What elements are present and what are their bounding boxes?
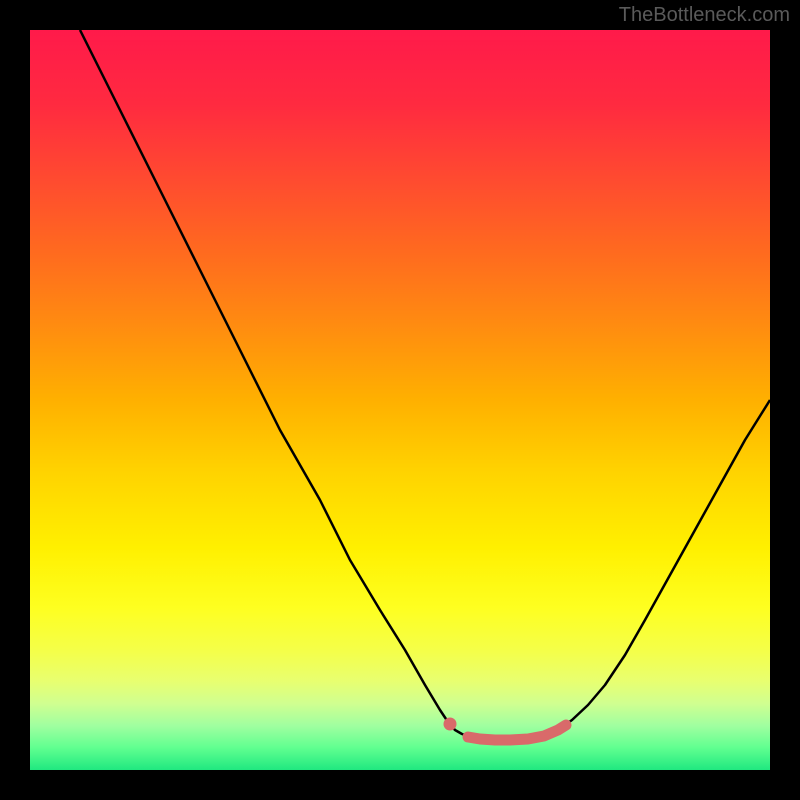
plot-area <box>30 30 770 770</box>
highlight-segment <box>468 725 566 740</box>
attribution-text: TheBottleneck.com <box>619 4 790 27</box>
curve-layer <box>30 30 770 770</box>
highlight-dot <box>444 718 457 731</box>
bottleneck-curve <box>80 30 770 740</box>
